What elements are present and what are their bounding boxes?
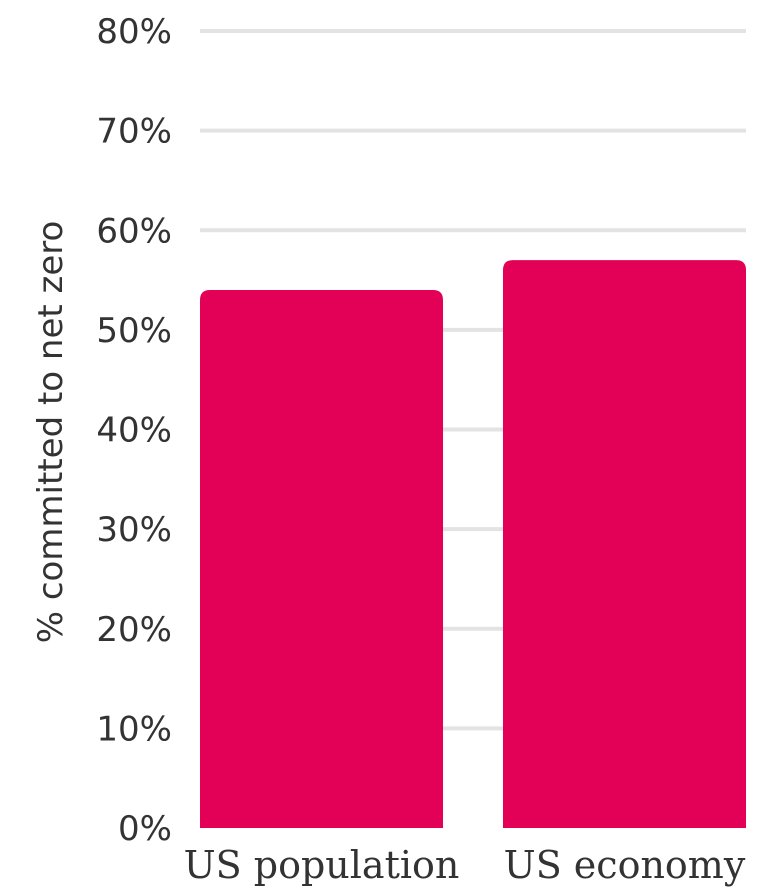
y-tick-label: 20% — [96, 610, 172, 650]
bars — [200, 260, 746, 828]
y-tick-label: 80% — [96, 12, 172, 52]
x-category-label: US economy — [504, 843, 746, 887]
bar-us-population — [200, 290, 443, 828]
y-tick-label: 50% — [96, 311, 172, 351]
x-axis-labels: US population US economy — [184, 843, 746, 887]
bar-us-economy — [503, 260, 746, 828]
y-tick-label: 0% — [118, 809, 172, 849]
y-axis-title: % committed to net zero — [31, 221, 71, 644]
y-axis-ticks: 0% 10% 20% 30% 40% 50% 60% 70% 80% — [96, 12, 172, 849]
x-category-label: US population — [184, 843, 460, 887]
y-tick-label: 70% — [96, 112, 172, 152]
y-tick-label: 40% — [96, 411, 172, 451]
y-tick-label: 10% — [96, 709, 172, 749]
y-tick-label: 30% — [96, 510, 172, 550]
y-tick-label: 60% — [96, 211, 172, 251]
